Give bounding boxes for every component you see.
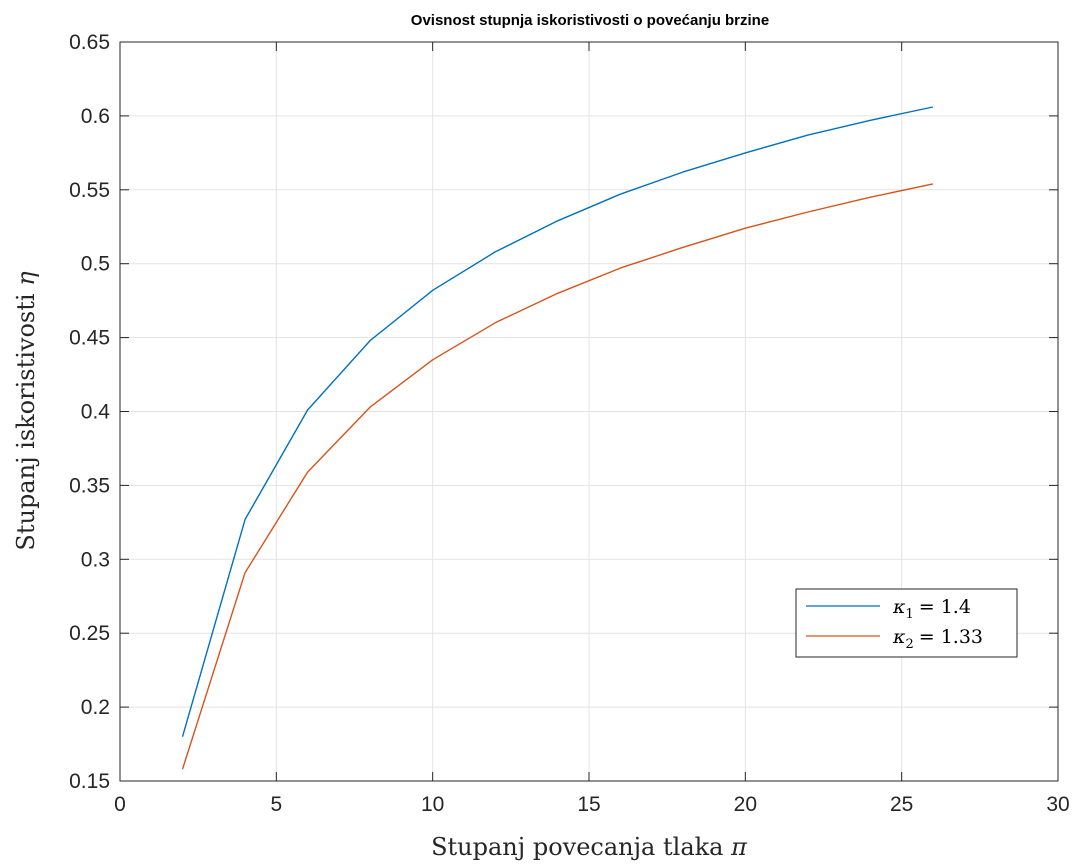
y-tick-label: 0.35 — [69, 474, 110, 497]
legend-subscript-kappa2: 2 — [905, 637, 913, 652]
x-tick-label: 0 — [114, 793, 126, 816]
y-tick-label: 0.25 — [69, 622, 110, 645]
tick-marks — [119, 41, 1059, 782]
y-axis-label-symbol: η — [12, 271, 40, 286]
y-axis-label-text: Stupanj iskoristivosti — [12, 293, 40, 550]
x-tick-label: 10 — [421, 793, 444, 816]
y-tick-label: 0.45 — [69, 327, 110, 350]
x-axis-label: Stupanj povecanja tlaka π — [431, 833, 748, 861]
x-tick-labels: 0 5 10 15 20 25 30 — [114, 793, 1070, 816]
legend: κ1 = 1.4 κ2 = 1.33 — [795, 588, 1018, 658]
legend-subscript-kappa1: 1 — [905, 607, 913, 622]
series-line-2 — [181, 183, 934, 770]
legend-entry-kappa2: κ2 = 1.33 — [892, 626, 983, 652]
y-tick-labels: 0.15 0.2 0.25 0.3 0.35 0.4 0.45 0.5 0.55 0.6 0.65 — [69, 31, 110, 793]
y-tick-label: 0.15 — [69, 770, 110, 793]
legend-value-kappa2: = 1.33 — [919, 626, 983, 648]
y-tick-label: 0.4 — [81, 401, 111, 424]
x-tick-label: 5 — [270, 793, 282, 816]
y-tick-label: 0.3 — [81, 548, 110, 571]
y-tick-label: 0.55 — [69, 179, 110, 202]
x-axis-label-text: Stupanj povecanja tlaka — [431, 833, 723, 861]
chart-title: Ovisnost stupnja iskoristivosti o poveća… — [411, 12, 769, 29]
y-axis-label: Stupanj iskoristivosti η — [12, 271, 40, 551]
y-tick-label: 0.65 — [69, 31, 110, 54]
series-layer — [181, 106, 934, 770]
y-tick-label: 0.5 — [81, 253, 110, 276]
series-line-1 — [181, 106, 934, 737]
legend-entry-kappa1: κ1 = 1.4 — [892, 596, 971, 622]
grid-lines — [120, 42, 1058, 781]
x-tick-label: 25 — [890, 793, 913, 816]
x-tick-label: 15 — [577, 793, 600, 816]
legend-symbol-kappa1: κ — [892, 596, 906, 618]
x-tick-label: 20 — [734, 793, 757, 816]
legend-symbol-kappa2: κ — [892, 626, 906, 648]
y-tick-label: 0.6 — [81, 105, 110, 128]
x-axis-label-symbol: π — [730, 833, 748, 861]
legend-value-kappa1: = 1.4 — [919, 596, 971, 618]
legend-box — [795, 588, 1018, 658]
x-tick-label: 30 — [1046, 793, 1069, 816]
y-tick-label: 0.2 — [81, 696, 110, 719]
